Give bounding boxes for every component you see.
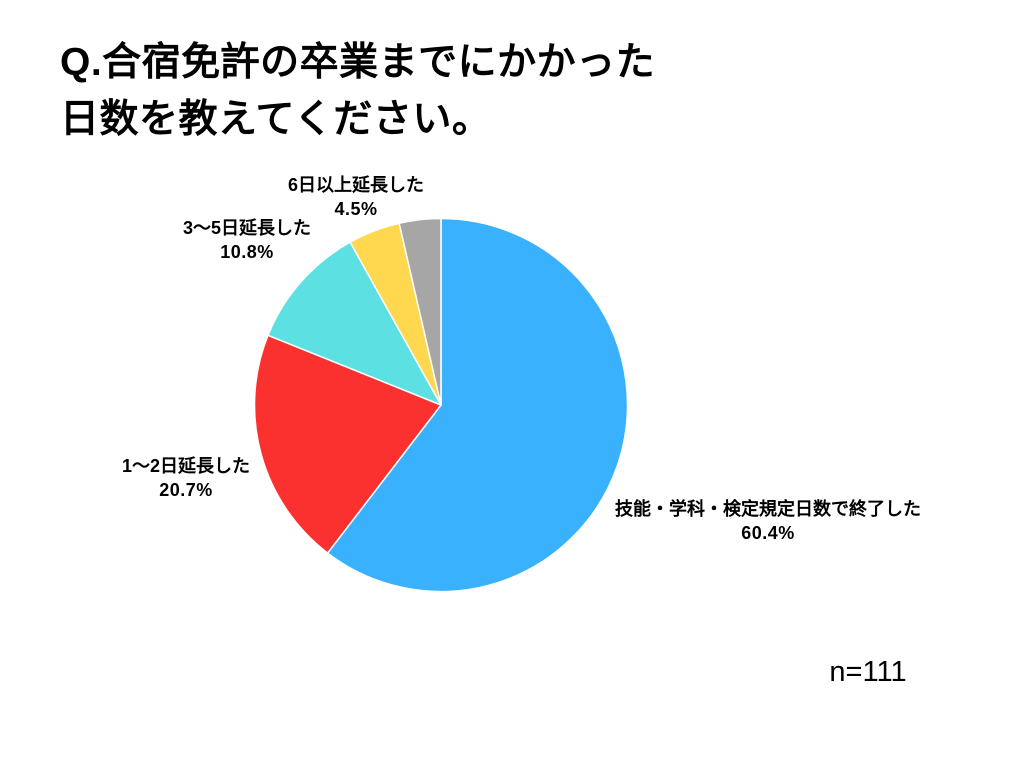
chart-title-line1: Q.合宿免許の卒業までにかかった bbox=[60, 41, 656, 84]
slice-percentage: 4.5% bbox=[334, 199, 378, 219]
pie-slice-1 bbox=[253, 334, 442, 554]
slice-label-text: 技能・学科・検定規定日数で終了した bbox=[615, 499, 921, 519]
slice-label-text: 3〜5日延長した bbox=[182, 218, 312, 238]
slice-percentage: 60.4% bbox=[741, 523, 795, 543]
pie-chart bbox=[253, 217, 629, 593]
slice-label-extended-1-2-days: 1〜2日延長した 20.7% bbox=[122, 454, 250, 502]
slice-label-finished-on-schedule: 技能・学科・検定規定日数で終了した 60.4% bbox=[615, 497, 921, 545]
slice-label-extended-6plus-days: 6日以上延長した 4.5% bbox=[288, 173, 424, 221]
pie-slice-0 bbox=[326, 217, 629, 593]
slice-label-text: 6日以上延長した bbox=[287, 175, 425, 195]
slice-percentage: 10.8% bbox=[220, 242, 274, 262]
pie-slice-2 bbox=[267, 241, 442, 406]
chart-title-line2: 日数を教えてください。 bbox=[60, 98, 492, 141]
slice-percentage: 20.7% bbox=[159, 480, 213, 500]
slice-label-text: 1〜2日延長した bbox=[121, 456, 251, 476]
sample-size-label: n=111 bbox=[829, 656, 907, 688]
chart-title: Q.合宿免許の卒業までにかかった 日数を教えてください。 bbox=[60, 34, 655, 148]
slice-label-extended-3-5-days: 3〜5日延長した 10.8% bbox=[183, 216, 311, 264]
pie-slice-4 bbox=[398, 217, 442, 406]
